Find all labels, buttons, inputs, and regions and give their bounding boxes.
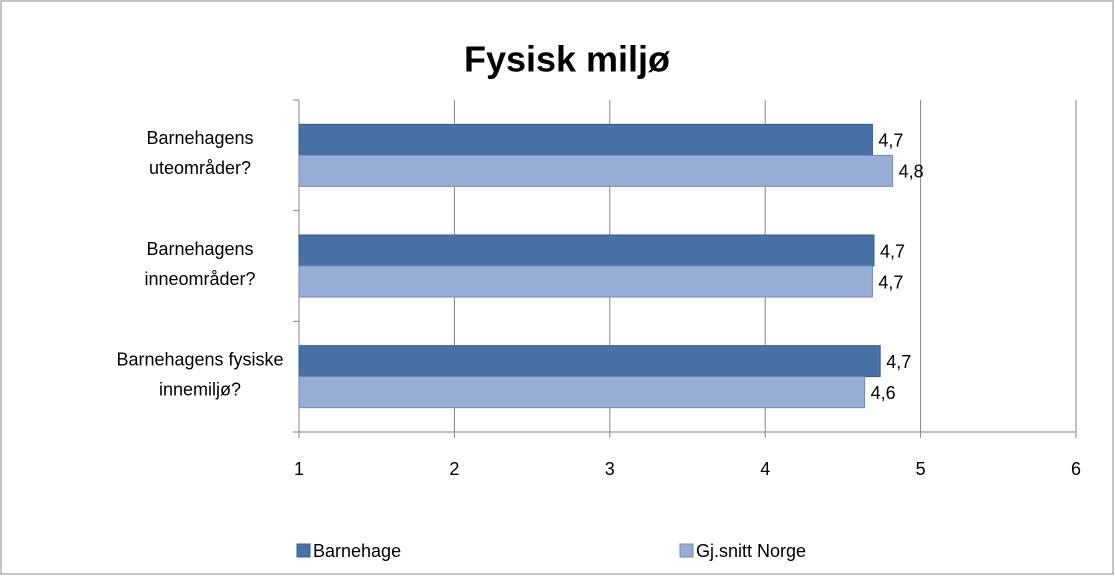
legend-swatch: [679, 543, 694, 558]
y-tick-label: Barnehagens: [146, 128, 253, 148]
x-tick-label: 3: [605, 459, 615, 479]
bar: [298, 234, 875, 267]
value-label: 4,8: [899, 162, 924, 182]
value-label: 4,7: [878, 131, 903, 151]
bar: [298, 123, 873, 156]
value-label: 4,7: [880, 241, 905, 261]
chart-title: Fysisk miljø: [464, 39, 670, 80]
value-label: 4,6: [871, 383, 896, 403]
y-tick-label: innemiljø?: [159, 379, 241, 399]
value-label: 4,7: [886, 352, 911, 372]
y-tick-label: inneområder?: [144, 269, 255, 289]
bar: [298, 345, 881, 378]
legend-label: Gj.snitt Norge: [696, 541, 806, 561]
legend-swatch: [296, 543, 311, 558]
y-tick-label: Barnehagens: [146, 239, 253, 259]
x-tick-label: 4: [760, 459, 770, 479]
bar: [298, 265, 873, 298]
value-label: 4,7: [878, 272, 903, 292]
bar: [298, 154, 894, 187]
y-tick-label: uteområder?: [149, 158, 251, 178]
x-tick-label: 1: [294, 459, 304, 479]
x-tick-label: 2: [449, 459, 459, 479]
legend-label: Barnehage: [313, 541, 401, 561]
x-tick-label: 6: [1071, 459, 1081, 479]
bar: [298, 376, 866, 409]
x-tick-label: 5: [916, 459, 926, 479]
y-tick-label: Barnehagens fysiske: [116, 349, 283, 369]
